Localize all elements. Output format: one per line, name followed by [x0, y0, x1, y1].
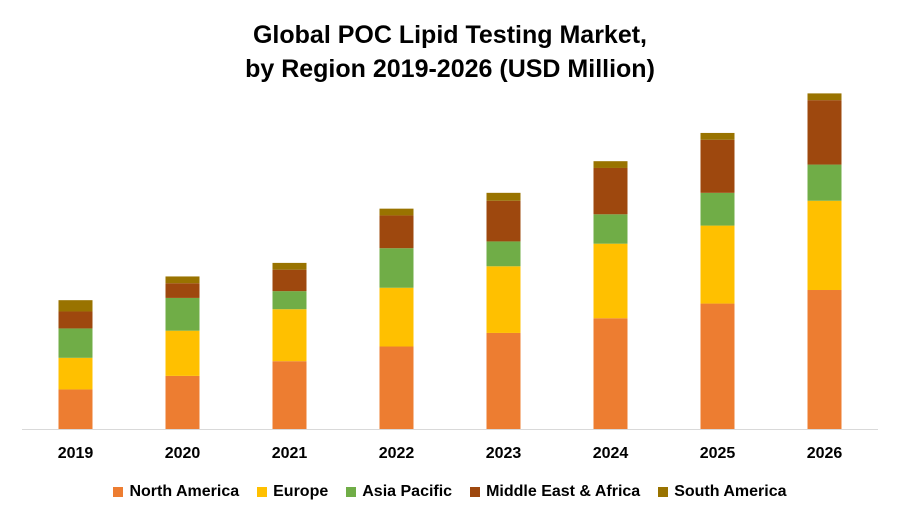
bar-segment-2023-asia-pacific: [486, 241, 521, 267]
legend-label: Europe: [273, 483, 329, 500]
legend-item: Asia Pacific: [346, 483, 452, 501]
bar-segment-2020-europe: [165, 330, 200, 376]
bar-segment-2022-north-america: [379, 346, 414, 429]
x-tick-label: 2023: [486, 445, 522, 462]
legend-item: North America: [113, 483, 239, 501]
legend-label: Asia Pacific: [362, 483, 453, 500]
bar-segment-2021-north-america: [272, 361, 307, 429]
x-tick-label: 2021: [272, 445, 308, 462]
bar-segment-2023-north-america: [486, 332, 521, 429]
bar-segment-2019-europe: [58, 357, 93, 390]
bar-segment-2022-europe: [379, 287, 414, 347]
legend-label: North America: [129, 483, 240, 500]
legend-swatch: [257, 487, 268, 497]
bar-segment-2019-asia-pacific: [58, 328, 93, 358]
x-tick-label: 2026: [807, 445, 843, 462]
chart-title-line2: by Region 2019-2026 (USD Million): [245, 55, 655, 83]
bar-segment-2022-south-america: [379, 208, 414, 216]
bar-segment-2019-middle-east-africa: [58, 311, 93, 329]
x-tick-label: 2024: [593, 445, 629, 462]
bar-segment-2023-middle-east-africa: [486, 200, 521, 242]
bar-segment-2020-south-america: [165, 276, 200, 284]
bar-segment-2026-middle-east-africa: [807, 100, 842, 165]
bar-segment-2025-asia-pacific: [700, 192, 735, 226]
bar-segment-2024-south-america: [593, 161, 628, 168]
x-tick-label: 2020: [165, 445, 201, 462]
bar-segment-2023-south-america: [486, 192, 521, 201]
x-tick-label: 2022: [379, 445, 415, 462]
bar-segment-2020-asia-pacific: [165, 297, 200, 331]
bar-segment-2026-asia-pacific: [807, 164, 842, 201]
bar-segment-2025-europe: [700, 225, 735, 304]
legend-swatch: [470, 487, 481, 497]
legend-item: South America: [658, 483, 787, 501]
bar-segment-2020-middle-east-africa: [165, 283, 200, 298]
bar-segment-2026-south-america: [807, 93, 842, 101]
bar-segment-2025-middle-east-africa: [700, 139, 735, 193]
bar-segment-2022-middle-east-africa: [379, 215, 414, 249]
bar-segment-2021-europe: [272, 309, 307, 362]
bar-segment-2023-europe: [486, 266, 521, 333]
bar-segment-2024-middle-east-africa: [593, 167, 628, 215]
legend-swatch: [346, 487, 357, 497]
legend-label: South America: [674, 483, 787, 500]
legend-item: Europe: [257, 483, 328, 501]
chart-title: Global POC Lipid Testing Market, by Regi…: [0, 18, 900, 86]
chart-title-line1: Global POC Lipid Testing Market,: [252, 21, 648, 49]
bar-segment-2022-asia-pacific: [379, 248, 414, 288]
legend-swatch: [658, 487, 669, 497]
bar-segment-2024-europe: [593, 243, 628, 319]
bar-segment-2026-europe: [807, 200, 842, 291]
x-tick-label: 2019: [58, 445, 94, 462]
chart-legend: North America Europe Asia Pacific Middle Ea…: [0, 483, 900, 501]
bar-segment-2019-north-america: [58, 389, 93, 429]
bar-segment-2021-middle-east-africa: [272, 269, 307, 292]
legend-label: Middle East & Africa: [486, 483, 641, 500]
bar-segment-2024-north-america: [593, 318, 628, 429]
bar-segment-2025-north-america: [700, 303, 735, 429]
x-tick-label: 2025: [700, 445, 736, 462]
bar-segment-2025-south-america: [700, 132, 735, 140]
bar-segment-2026-north-america: [807, 290, 842, 429]
bar-segment-2021-south-america: [272, 262, 307, 270]
legend-item: Middle East & Africa: [470, 483, 640, 501]
bar-segment-2020-north-america: [165, 375, 200, 429]
legend-swatch: [113, 487, 124, 497]
bar-segment-2019-south-america: [58, 300, 93, 312]
bar-segment-2024-asia-pacific: [593, 214, 628, 244]
bar-segment-2021-asia-pacific: [272, 291, 307, 310]
